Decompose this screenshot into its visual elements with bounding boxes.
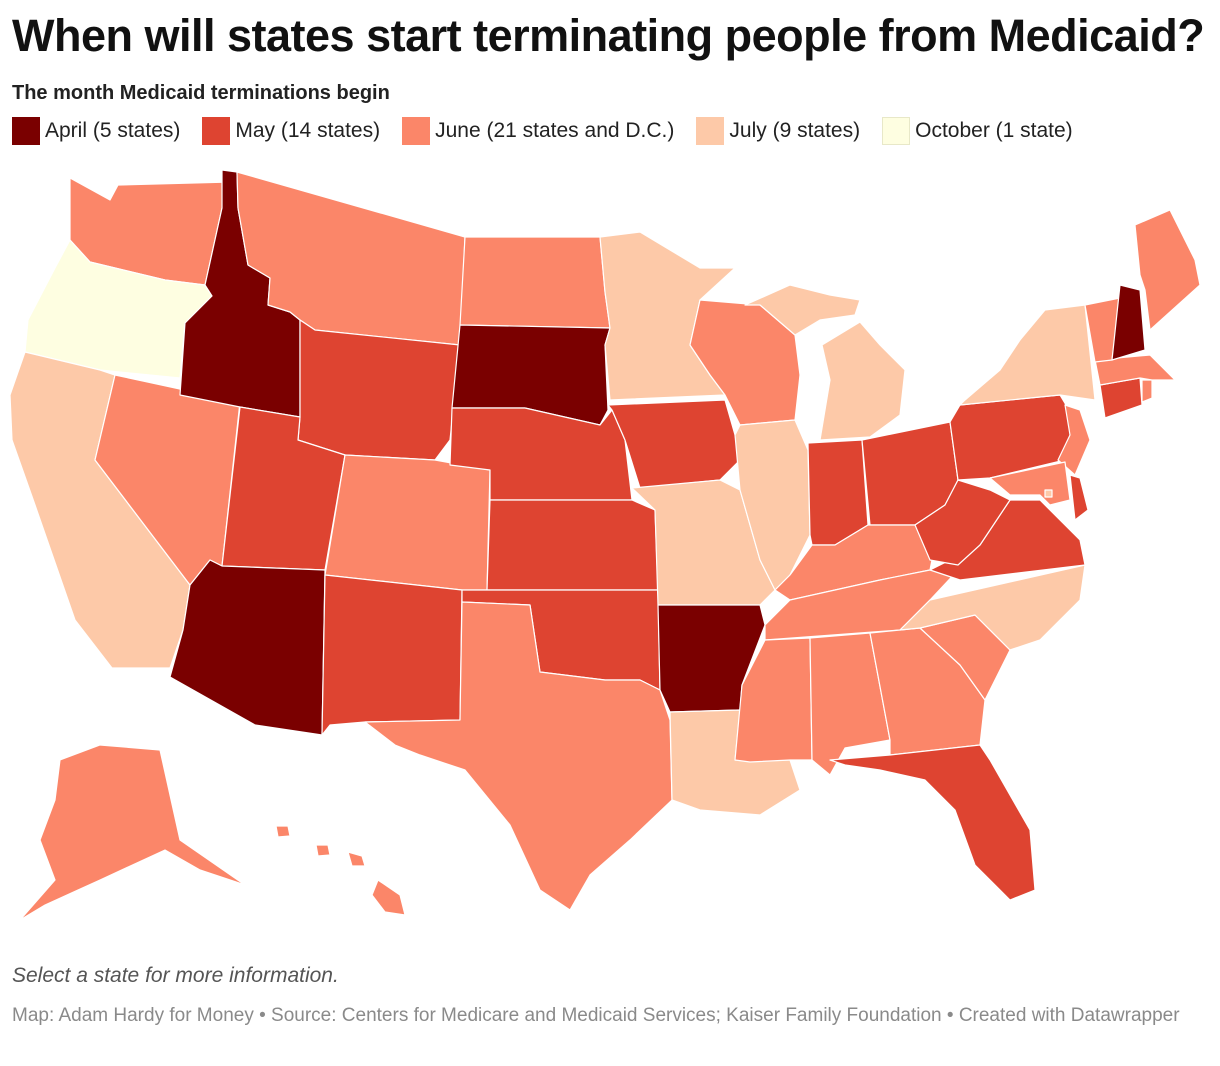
chart-title: When will states start terminating peopl… [12, 10, 1205, 61]
legend-swatch-april [12, 117, 40, 145]
state-HI-oahu[interactable] [315, 844, 331, 857]
state-HI-maui[interactable] [347, 851, 366, 867]
legend-label-april: April (5 states) [45, 119, 181, 142]
legend-label-july: July (9 states) [729, 119, 861, 142]
legend-label-may: May (14 states) [235, 119, 381, 142]
legend-title: The month Medicaid terminations begin [12, 82, 390, 104]
state-NE[interactable] [449, 407, 633, 501]
state-NY[interactable] [959, 304, 1096, 406]
state-HI-kauai[interactable] [275, 825, 291, 838]
state-IN[interactable] [807, 439, 869, 546]
state-CO[interactable] [324, 454, 491, 591]
legend-swatch-june [402, 117, 431, 145]
interaction-note: Select a state for more information. [12, 964, 339, 987]
state-MA[interactable] [1094, 354, 1176, 386]
legend-swatch-october [882, 117, 911, 145]
legend: April (5 states) May (14 states) June (2… [12, 117, 1095, 145]
state-DE[interactable] [1069, 474, 1089, 521]
legend-item-july[interactable]: July (9 states) [696, 117, 860, 145]
state-WV[interactable] [914, 479, 1011, 566]
state-NM[interactable] [321, 574, 463, 736]
state-DC[interactable] [1044, 489, 1053, 498]
us-choropleth-map [9, 169, 1201, 921]
state-MI[interactable] [819, 321, 906, 441]
state-FL[interactable] [829, 744, 1036, 901]
state-ME[interactable] [1134, 209, 1201, 331]
state-RI[interactable] [1141, 379, 1153, 403]
legend-label-june: June (21 states and D.C.) [435, 119, 675, 142]
legend-item-october[interactable]: October (1 state) [882, 117, 1073, 145]
legend-swatch-may [202, 117, 231, 145]
legend-item-april[interactable]: April (5 states) [12, 117, 180, 145]
legend-label-october: October (1 state) [915, 119, 1073, 142]
state-KS[interactable] [486, 499, 659, 591]
state-ND[interactable] [459, 236, 611, 329]
state-NJ[interactable] [1057, 404, 1091, 476]
legend-swatch-july [696, 117, 725, 145]
legend-item-june[interactable]: June (21 states and D.C.) [402, 117, 674, 145]
state-HI[interactable] [371, 879, 406, 916]
legend-item-may[interactable]: May (14 states) [202, 117, 380, 145]
state-TX[interactable] [364, 601, 673, 911]
state-AZ[interactable] [169, 559, 326, 736]
state-NH[interactable] [1111, 284, 1146, 361]
state-AK[interactable] [19, 744, 246, 921]
state-NC[interactable] [899, 564, 1086, 651]
state-MI-upper[interactable] [744, 284, 861, 336]
source-credit: Map: Adam Hardy for Money • Source: Cent… [12, 1005, 1180, 1026]
